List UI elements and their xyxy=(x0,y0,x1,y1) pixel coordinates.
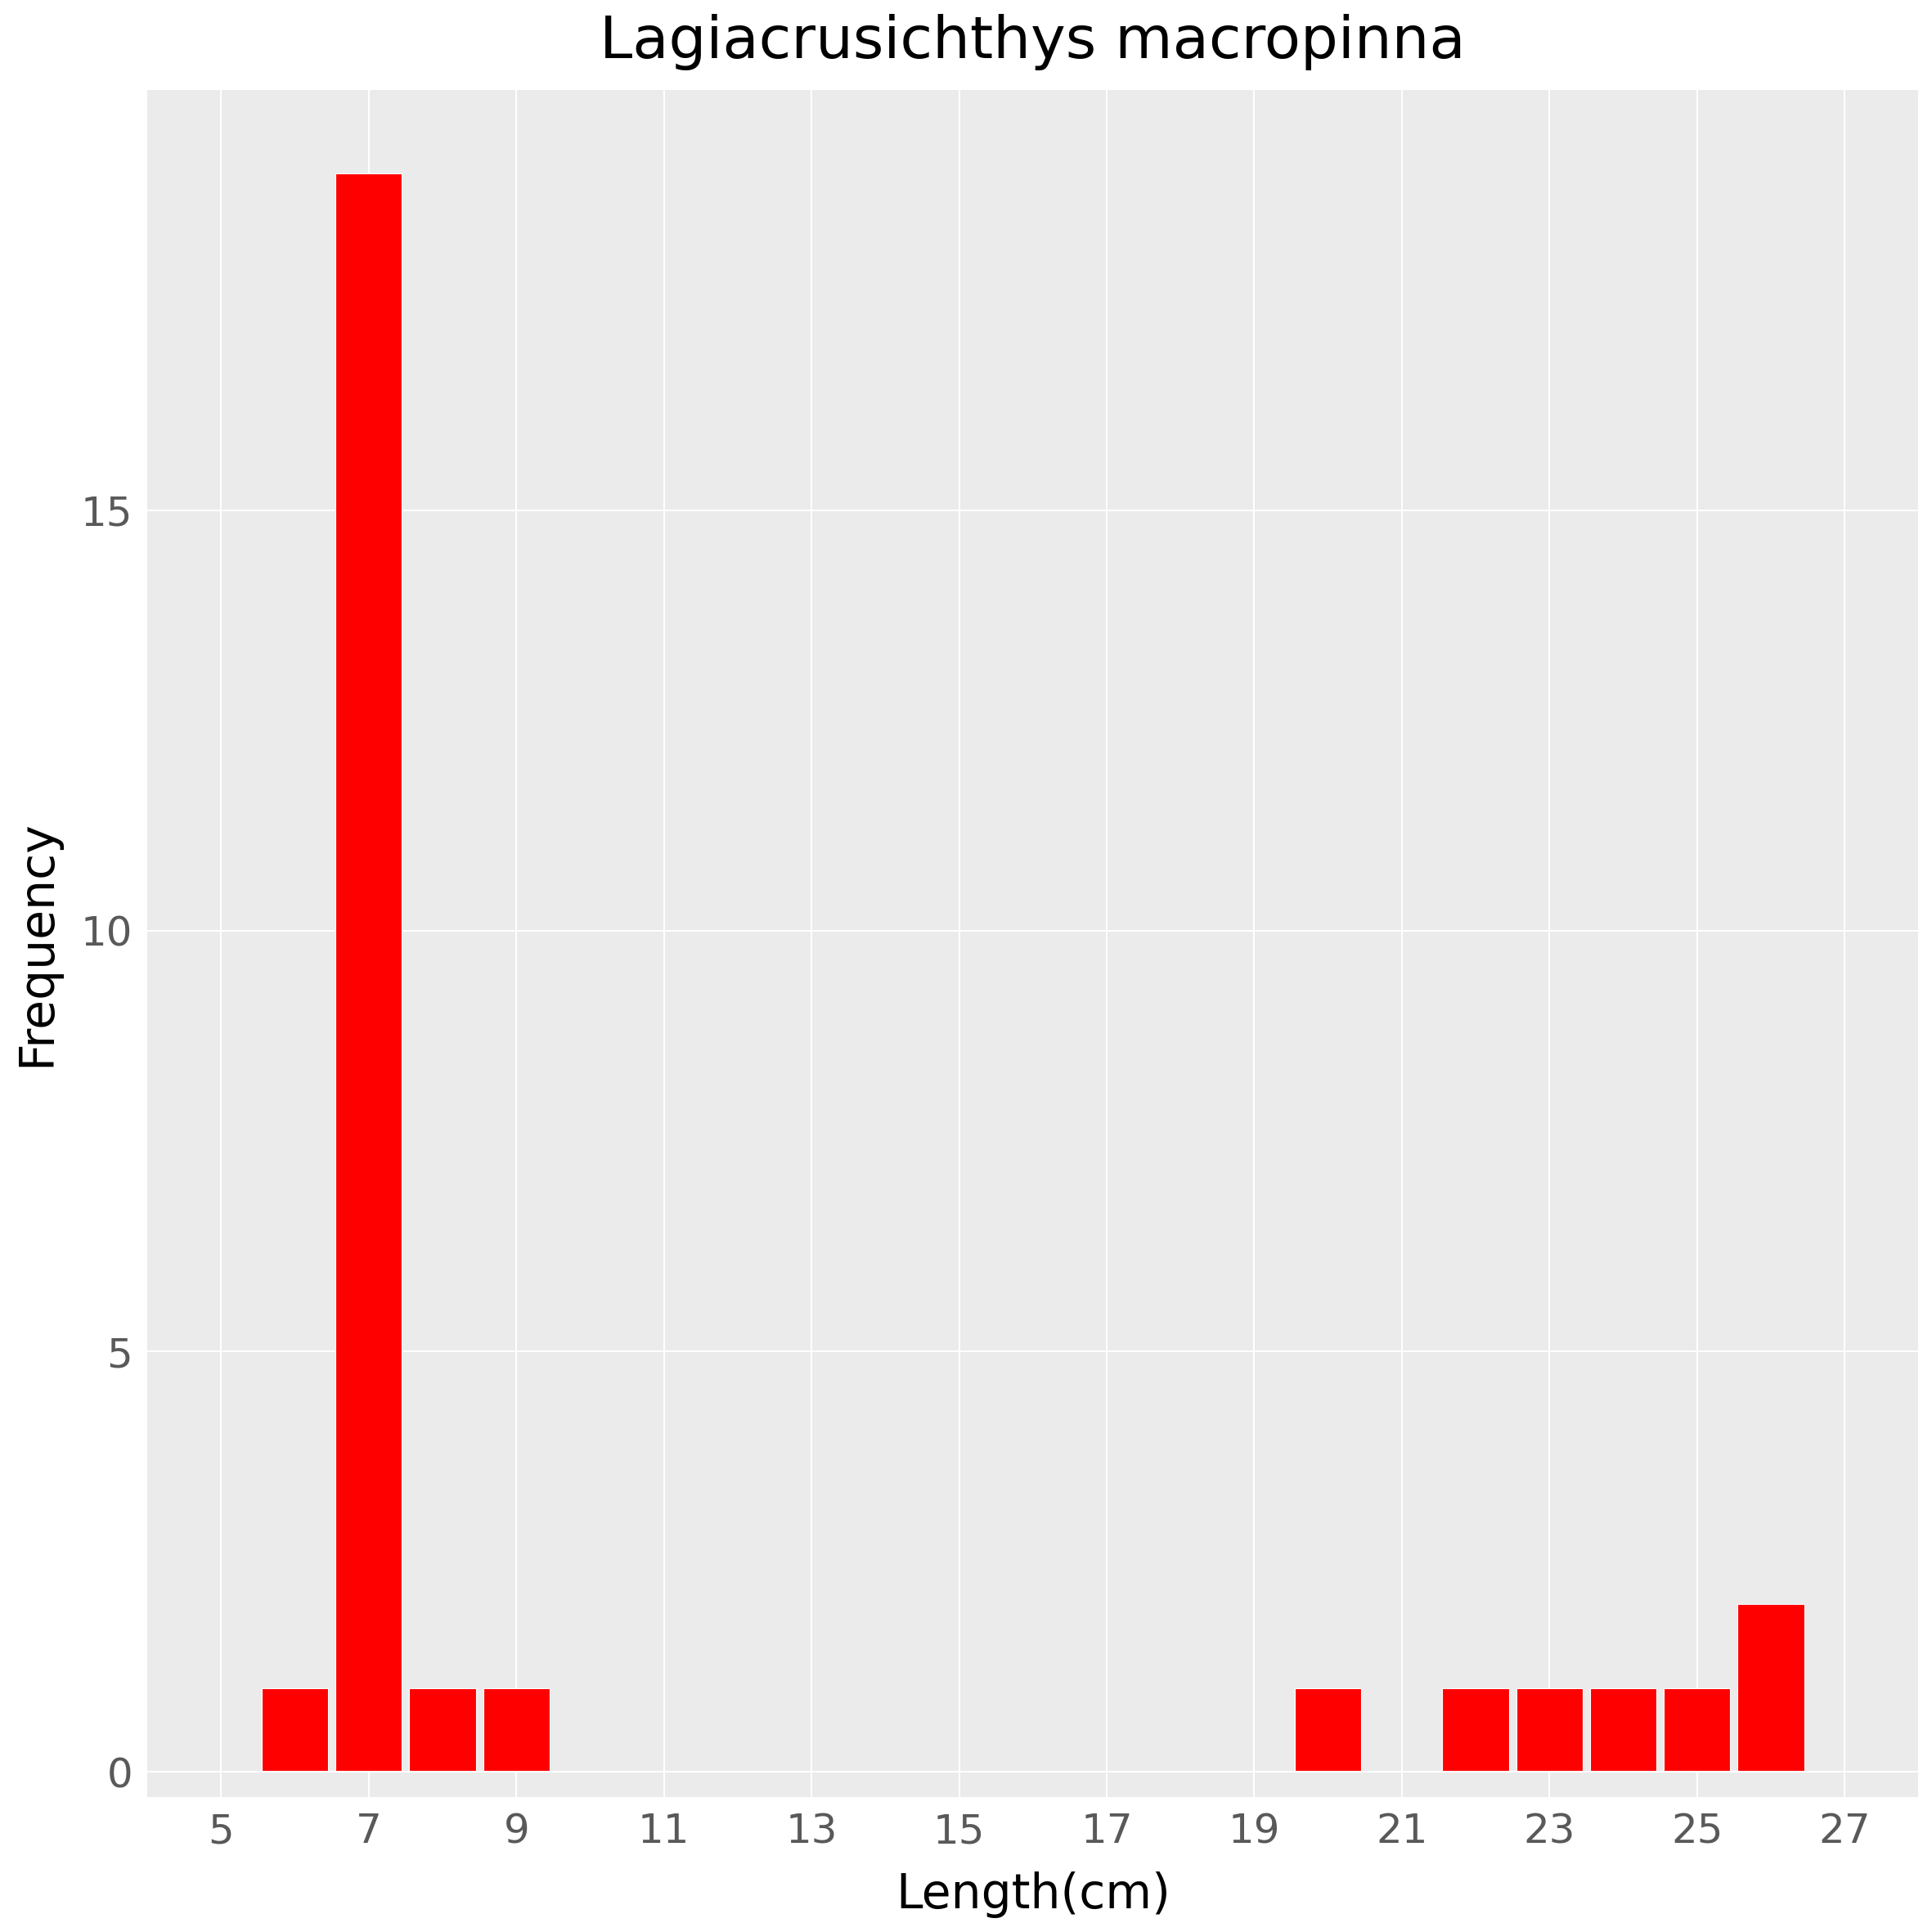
Title: Lagiacrusichthys macropinna: Lagiacrusichthys macropinna xyxy=(601,14,1466,70)
Bar xyxy=(336,174,402,1772)
Bar xyxy=(1590,1689,1656,1772)
Bar xyxy=(1663,1689,1731,1772)
Bar xyxy=(1443,1689,1509,1772)
Bar xyxy=(410,1689,475,1772)
Bar xyxy=(1737,1604,1804,1772)
Bar xyxy=(1294,1689,1362,1772)
Bar xyxy=(263,1689,328,1772)
X-axis label: Length(cm): Length(cm) xyxy=(896,1872,1171,1918)
Bar xyxy=(483,1689,549,1772)
Y-axis label: Frequency: Frequency xyxy=(14,819,60,1066)
Bar xyxy=(1517,1689,1582,1772)
